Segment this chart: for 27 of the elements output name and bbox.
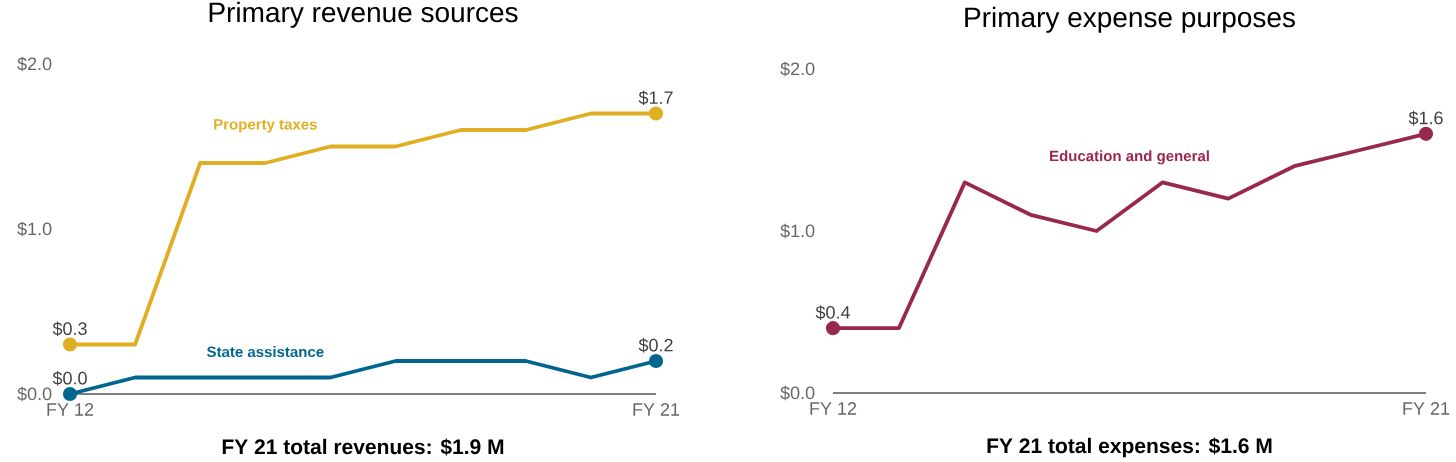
point <box>648 106 664 121</box>
chart-title: Primary revenue sources <box>209 1 518 28</box>
point <box>648 353 664 369</box>
y-tick-label: $2.0 <box>780 61 815 77</box>
x-axis-title: FY 21 total expenses: $1.6 M <box>987 437 1272 458</box>
y-tick-label: $0.0 <box>17 386 52 402</box>
data-label: $1.6 <box>1408 110 1443 126</box>
data-label: $1.7 <box>638 90 673 106</box>
x-tick-label: FY 21 <box>633 403 680 416</box>
x-tick-label: FY 21 <box>1403 402 1450 415</box>
y-tick-label: $0.0 <box>780 385 815 401</box>
x-axis-title: FY 21 total revenues: $1.9 M <box>222 438 504 456</box>
chart-title: Primary expense purposes <box>965 6 1295 33</box>
y-tick-label: $2.0 <box>17 56 52 72</box>
series-label: Property taxes <box>214 119 317 133</box>
y-tick-label: $1.0 <box>780 223 815 239</box>
series-label: State assistance <box>206 346 324 358</box>
point <box>62 386 78 402</box>
data-label: $0.2 <box>638 338 673 353</box>
y-tick-label: $1.0 <box>17 221 52 237</box>
data-label: $0.4 <box>815 305 850 320</box>
x-tick-label: FY 12 <box>47 403 94 416</box>
series-label: Education and general <box>1050 150 1209 165</box>
data-label: $0.3 <box>52 321 87 337</box>
data-label: $0.0 <box>52 371 87 386</box>
x-tick-label: FY 12 <box>810 402 857 415</box>
point <box>62 337 78 352</box>
